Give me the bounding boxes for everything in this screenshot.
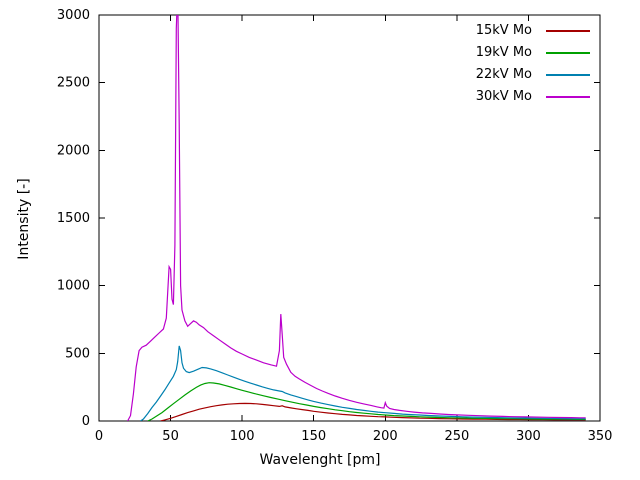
y-tick-label: 500 [65, 346, 90, 361]
y-axis-label: Intensity [-] [16, 178, 32, 260]
series-line-22kv-mo [140, 345, 586, 421]
legend-line-sample [546, 29, 590, 32]
legend-item: 15kV Mo [454, 22, 590, 39]
legend-item: 22kV Mo [454, 66, 590, 83]
legend-label: 15kV Mo [475, 23, 532, 38]
x-axis-label: Wavelenght [pm] [259, 452, 381, 468]
legend-line-sample [546, 95, 590, 98]
y-tick-label: 0 [82, 414, 90, 429]
x-tick-label: 50 [162, 429, 179, 444]
legend-item: 30kV Mo [454, 88, 590, 105]
x-tick-label: 150 [301, 429, 326, 444]
legend-line-sample [546, 73, 590, 76]
series-line-19kv-mo [147, 382, 586, 421]
y-tick-label: 2500 [57, 76, 90, 91]
legend-item: 19kV Mo [454, 44, 590, 61]
y-tick-label: 1500 [57, 211, 90, 226]
y-tick-label: 3000 [57, 8, 90, 23]
y-tick-label: 2000 [57, 143, 90, 158]
y-tick-label: 1000 [57, 279, 90, 294]
series-line-15kv-mo [160, 402, 586, 421]
x-tick-label: 250 [444, 429, 469, 444]
x-tick-label: 0 [95, 429, 103, 444]
legend: 15kV Mo 19kV Mo 22kV Mo 30kV Mo [454, 22, 590, 105]
x-tick-label: 100 [230, 429, 255, 444]
x-tick-label: 200 [373, 429, 398, 444]
x-tick-label: 300 [516, 429, 541, 444]
legend-label: 19kV Mo [475, 45, 532, 60]
series-line-30kv-mo [127, 15, 586, 421]
x-tick-label: 350 [588, 429, 613, 444]
legend-label: 22kV Mo [475, 67, 532, 82]
legend-line-sample [546, 51, 590, 54]
legend-label: 30kV Mo [475, 89, 532, 104]
